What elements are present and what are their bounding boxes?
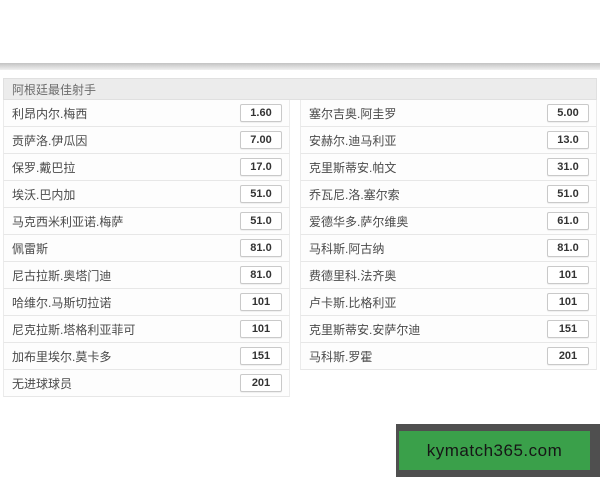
player-name: 克里斯蒂安.安萨尔迪 [309,322,421,337]
odds-row: 哈维尔.马斯切拉诺 101 [3,289,290,316]
odds-row: 埃沃.巴内加 51.0 [3,181,290,208]
player-name: 费德里科.法齐奥 [309,268,397,283]
odds-button[interactable]: 51.0 [547,185,589,203]
odds-button[interactable]: 101 [547,293,589,311]
odds-row: 加布里埃尔.莫卡多 151 [3,343,290,370]
odds-button[interactable]: 101 [240,293,282,311]
odds-button[interactable]: 51.0 [240,212,282,230]
player-name: 卢卡斯.比格利亚 [309,295,397,310]
player-name: 乔瓦尼.洛.塞尔索 [309,187,400,202]
player-name: 马科斯.罗霍 [309,349,373,364]
player-name: 佩雷斯 [12,241,49,256]
odds-row: 费德里科.法齐奥 101 [300,262,597,289]
odds-row: 尼克拉斯.塔格利亚菲可 101 [3,316,290,343]
odds-button[interactable]: 81.0 [240,266,282,284]
odds-column-left: 利昂内尔.梅西 1.60 贡萨洛.伊瓜因 7.00 保罗.戴巴拉 17.0 埃沃.巴内加 51… [3,100,290,397]
player-name: 贡萨洛.伊瓜因 [12,133,88,148]
odds-button[interactable]: 81.0 [240,239,282,257]
player-name: 哈维尔.马斯切拉诺 [12,295,112,310]
odds-button[interactable]: 201 [547,347,589,365]
player-name: 塞尔吉奥.阿圭罗 [309,106,397,121]
odds-button[interactable]: 17.0 [240,158,282,176]
odds-row: 卢卡斯.比格利亚 101 [300,289,597,316]
odds-row: 乔瓦尼.洛.塞尔索 51.0 [300,181,597,208]
watermark-banner: kymatch365.com [396,424,600,477]
odds-row: 保罗.戴巴拉 17.0 [3,154,290,181]
player-name: 尼古拉斯.奥塔门迪 [12,268,112,283]
odds-button[interactable]: 61.0 [547,212,589,230]
odds-row: 无进球球员 201 [3,370,290,397]
odds-button[interactable]: 7.00 [240,131,282,149]
player-name: 爱德华多.萨尔维奥 [309,214,409,229]
player-name: 马克西米利亚诺.梅萨 [12,214,124,229]
player-name: 尼克拉斯.塔格利亚菲可 [12,322,136,337]
odds-button[interactable]: 81.0 [547,239,589,257]
odds-button[interactable]: 101 [240,320,282,338]
odds-button[interactable]: 5.00 [547,104,589,122]
odds-row: 马科斯.阿古纳 81.0 [300,235,597,262]
player-name: 加布里埃尔.莫卡多 [12,349,112,364]
odds-row: 克里斯蒂安.帕文 31.0 [300,154,597,181]
odds-row: 马科斯.罗霍 201 [300,343,597,370]
odds-row: 塞尔吉奥.阿圭罗 5.00 [300,100,597,127]
player-name: 马科斯.阿古纳 [309,241,385,256]
odds-row: 安赫尔.迪马利亚 13.0 [300,127,597,154]
odds-button[interactable]: 151 [240,347,282,365]
odds-button[interactable]: 51.0 [240,185,282,203]
odds-row: 克里斯蒂安.安萨尔迪 151 [300,316,597,343]
odds-button[interactable]: 13.0 [547,131,589,149]
odds-button[interactable]: 201 [240,374,282,392]
odds-row: 尼古拉斯.奥塔门迪 81.0 [3,262,290,289]
player-name: 埃沃.巴内加 [12,187,76,202]
player-name: 安赫尔.迪马利亚 [309,133,397,148]
odds-row: 马克西米利亚诺.梅萨 51.0 [3,208,290,235]
player-name: 克里斯蒂安.帕文 [309,160,397,175]
odds-column-right: 塞尔吉奥.阿圭罗 5.00 安赫尔.迪马利亚 13.0 克里斯蒂安.帕文 31.0 乔瓦尼.… [300,100,597,370]
odds-row: 佩雷斯 81.0 [3,235,290,262]
section-title: 阿根廷最佳射手 [12,82,97,97]
odds-button[interactable]: 31.0 [547,158,589,176]
player-name: 保罗.戴巴拉 [12,160,76,175]
odds-button[interactable]: 1.60 [240,104,282,122]
watermark-text: kymatch365.com [399,431,590,470]
odds-row: 贡萨洛.伊瓜因 7.00 [3,127,290,154]
player-name: 无进球球员 [12,376,73,391]
page-divider [0,63,600,70]
odds-row: 利昂内尔.梅西 1.60 [3,100,290,127]
odds-button[interactable]: 101 [547,266,589,284]
player-name: 利昂内尔.梅西 [12,106,88,121]
odds-row: 爱德华多.萨尔维奥 61.0 [300,208,597,235]
odds-button[interactable]: 151 [547,320,589,338]
section-header: 阿根廷最佳射手 [3,78,597,100]
